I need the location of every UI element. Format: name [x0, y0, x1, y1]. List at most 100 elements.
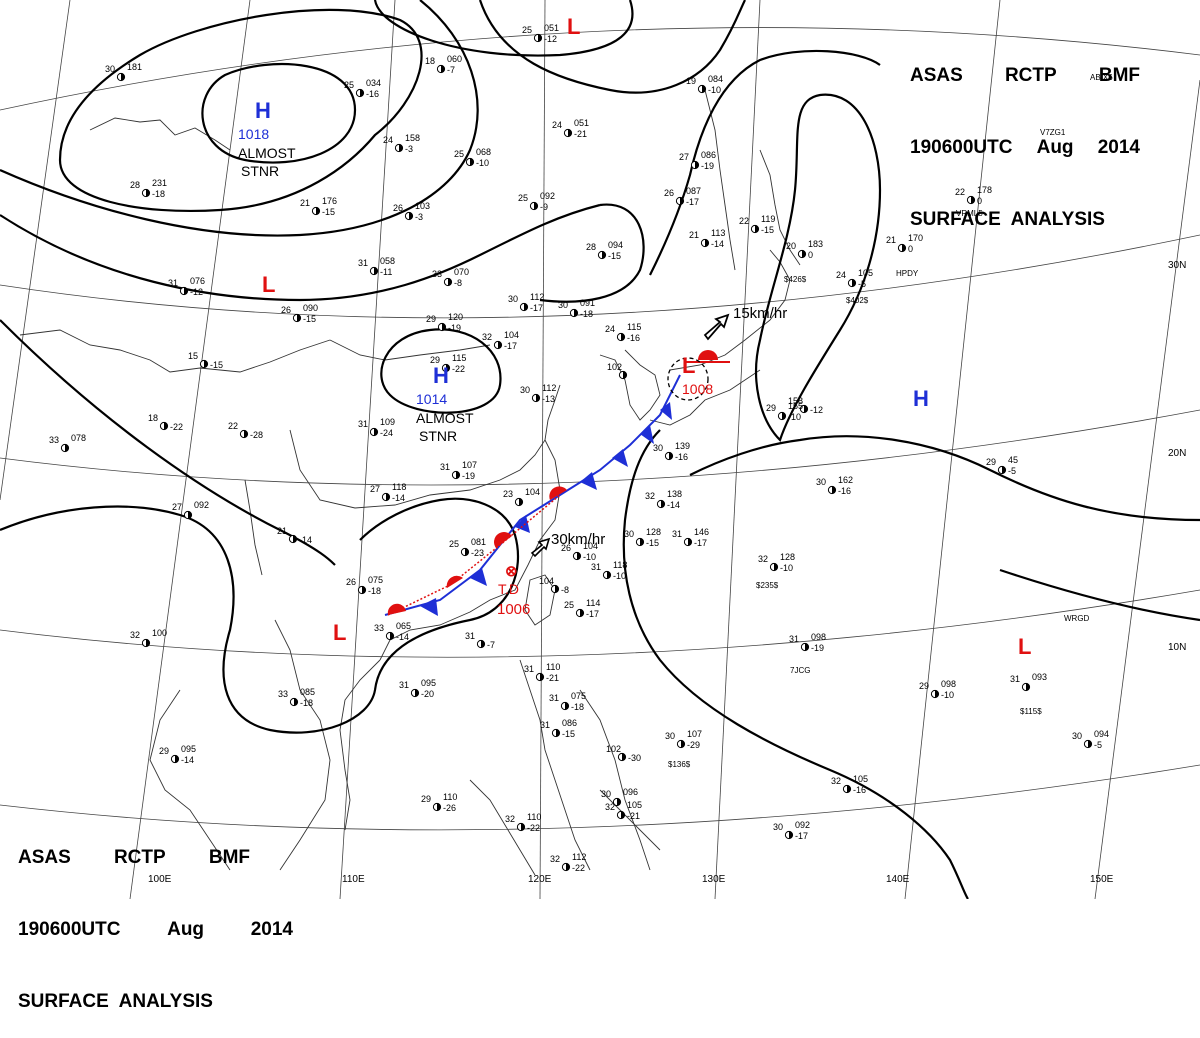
station-dewpoint: -16 [366, 89, 379, 99]
station-dewpoint: -17 [686, 197, 699, 207]
station-dewpoint: -28 [250, 430, 263, 440]
station-plot: 29 115-22 [430, 353, 466, 374]
station-plot: 28 231-18 [130, 178, 167, 199]
station-cloud-cover [204, 360, 208, 368]
station-cloud-cover [755, 225, 759, 233]
station-cloud-cover [316, 207, 320, 215]
station-cloud-cover [774, 563, 778, 571]
station-pressure: 178 [977, 185, 992, 195]
station-temp: 33 [49, 435, 59, 445]
station-dewpoint: 0 [808, 250, 813, 260]
center-pressure: 1014 [416, 391, 447, 407]
station-temp: 31 [358, 419, 368, 429]
station-plot: 31 086-15 [540, 718, 577, 739]
station-pressure: 058 [380, 256, 395, 266]
station-pressure: 060 [447, 54, 462, 64]
station-cloud-cover [607, 571, 611, 579]
station-temp: 29 [426, 314, 436, 324]
station-temp: 30 [105, 64, 115, 74]
station-temp: 33 [374, 623, 384, 633]
station-temp: 25 [518, 193, 528, 203]
station-cloud-cover [521, 823, 525, 831]
station-dewpoint: -20 [421, 689, 434, 699]
station-plot: 31 110-21 [524, 662, 560, 683]
pressure-center-h: H [913, 386, 929, 411]
station-cloud-cover [146, 189, 150, 197]
station-pressure: 105 [627, 800, 642, 810]
station-cloud-cover [442, 323, 446, 331]
station-cloud-cover [602, 251, 606, 259]
station-plot: 30 162-16 [816, 475, 853, 496]
isobars [0, 0, 1200, 899]
station-dewpoint: -15 [303, 314, 316, 324]
station-dewpoint: -10 [941, 690, 954, 700]
center-note: STNR [419, 428, 457, 444]
station-temp: 31 [399, 680, 409, 690]
station-temp: 30 [773, 822, 783, 832]
station-temp: 26 [393, 203, 403, 213]
station-plot: 24 105-5 [836, 268, 873, 289]
station-plot: 31 093 [1010, 672, 1047, 684]
station-temp: 30 [665, 731, 675, 741]
station-cloud-cover [705, 239, 709, 247]
low-circulation-ring [667, 357, 709, 401]
station-plot: 28 094-15 [586, 240, 623, 261]
station-temp: 15 [188, 351, 198, 361]
ship-id: $402$ [846, 296, 869, 305]
station-plot: 24 115-16 [605, 322, 641, 343]
station-dewpoint: -15 [210, 360, 223, 370]
station-pressure: 070 [454, 267, 469, 277]
station-pressure: 051 [544, 23, 559, 33]
center-symbol: L [262, 272, 275, 297]
station-cloud-cover [446, 364, 450, 372]
station-cloud-cover [1026, 683, 1030, 691]
center-symbol: H [255, 98, 271, 123]
station-dewpoint: -5 [1008, 466, 1016, 476]
station-plot: 24 051-21 [552, 118, 589, 139]
station-temp: 30 [601, 789, 611, 799]
header-month: Aug [1036, 137, 1074, 158]
station-temp: 32 [550, 854, 560, 864]
station-dewpoint: -19 [701, 161, 714, 171]
station-pressure: 094 [608, 240, 623, 250]
station-cloud-cover [184, 287, 188, 295]
station-cloud-cover [935, 690, 939, 698]
station-cloud-cover [681, 740, 685, 748]
station-plot: 33 085-18 [278, 687, 315, 708]
station-pressure: 094 [1094, 729, 1109, 739]
station-pressure: 119 [761, 214, 775, 224]
station-plot: 26 087-17 [664, 186, 701, 207]
station-dewpoint: -12 [544, 34, 557, 44]
station-cloud-cover [695, 161, 699, 169]
station-dewpoint: -21 [546, 673, 559, 683]
station-dewpoint: -22 [170, 422, 183, 432]
station-pressure: 092 [795, 820, 810, 830]
station-cloud-cover [852, 279, 856, 287]
station-pressure: 078 [71, 433, 86, 443]
cold-front [384, 374, 681, 616]
station-dewpoint: -15 [761, 225, 774, 235]
station-plot: 19 084-10 [686, 74, 723, 95]
station-dewpoint: -21 [627, 811, 640, 821]
station-dewpoint: -29 [687, 740, 700, 750]
station-temp: 20 [786, 241, 796, 251]
station-cloud-cover [399, 144, 403, 152]
ship-id: $426$ [784, 275, 807, 284]
station-plot: 27 118-14 [370, 482, 406, 503]
station-temp: 32 [831, 776, 841, 786]
pressure-center-l: L [333, 620, 346, 645]
station-dewpoint: -24 [380, 428, 393, 438]
station-plot: 26 075-18 [346, 575, 383, 596]
station-temp: 27 [172, 502, 182, 512]
station-temp: 29 [430, 355, 440, 365]
station-cloud-cover [640, 538, 644, 546]
station-pressure: 084 [708, 74, 723, 84]
station-dewpoint: 0 [908, 244, 913, 254]
station-cloud-cover [804, 405, 808, 413]
station-pressure: 096 [623, 787, 638, 797]
station-plot: 25 092-9 [518, 191, 555, 212]
station-temp: 31 [524, 664, 534, 674]
station-pressure: 100 [152, 628, 167, 638]
